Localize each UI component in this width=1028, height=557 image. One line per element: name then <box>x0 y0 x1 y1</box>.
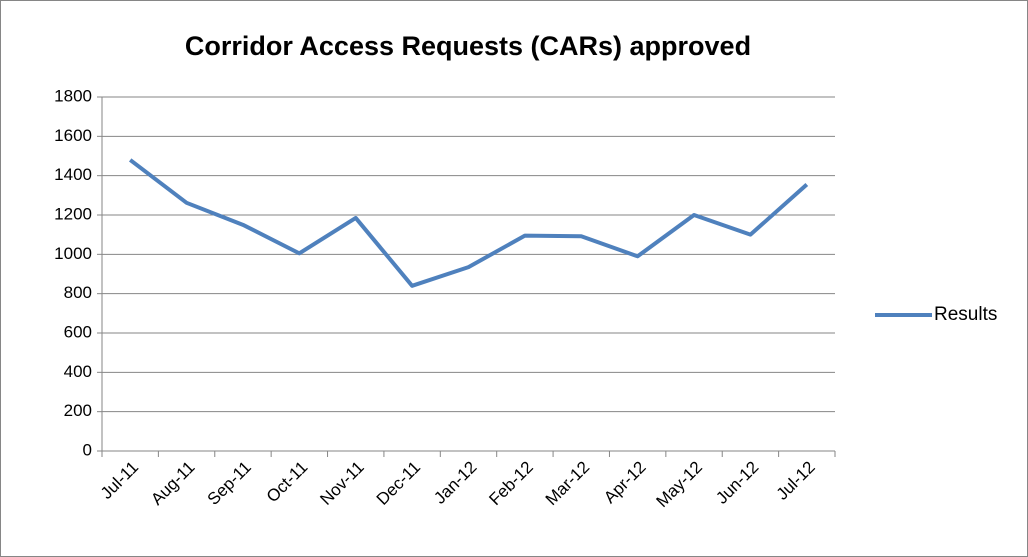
y-tick-label: 200 <box>64 401 92 420</box>
y-tick-label: 1000 <box>54 244 92 263</box>
legend-label: Results <box>934 304 997 325</box>
y-tick-label: 800 <box>64 283 92 302</box>
y-tick-label: 1200 <box>54 204 92 223</box>
y-tick-label: 1600 <box>54 126 92 145</box>
y-tick-label: 400 <box>64 362 92 381</box>
line-series <box>128 158 809 288</box>
y-tick-label: 1800 <box>54 86 92 105</box>
y-tick-label: 0 <box>83 440 92 459</box>
y-tick-label: 600 <box>64 322 92 341</box>
y-tick-label: 1400 <box>54 165 92 184</box>
chart-title: Corridor Access Requests (CARs) approved <box>185 31 751 61</box>
